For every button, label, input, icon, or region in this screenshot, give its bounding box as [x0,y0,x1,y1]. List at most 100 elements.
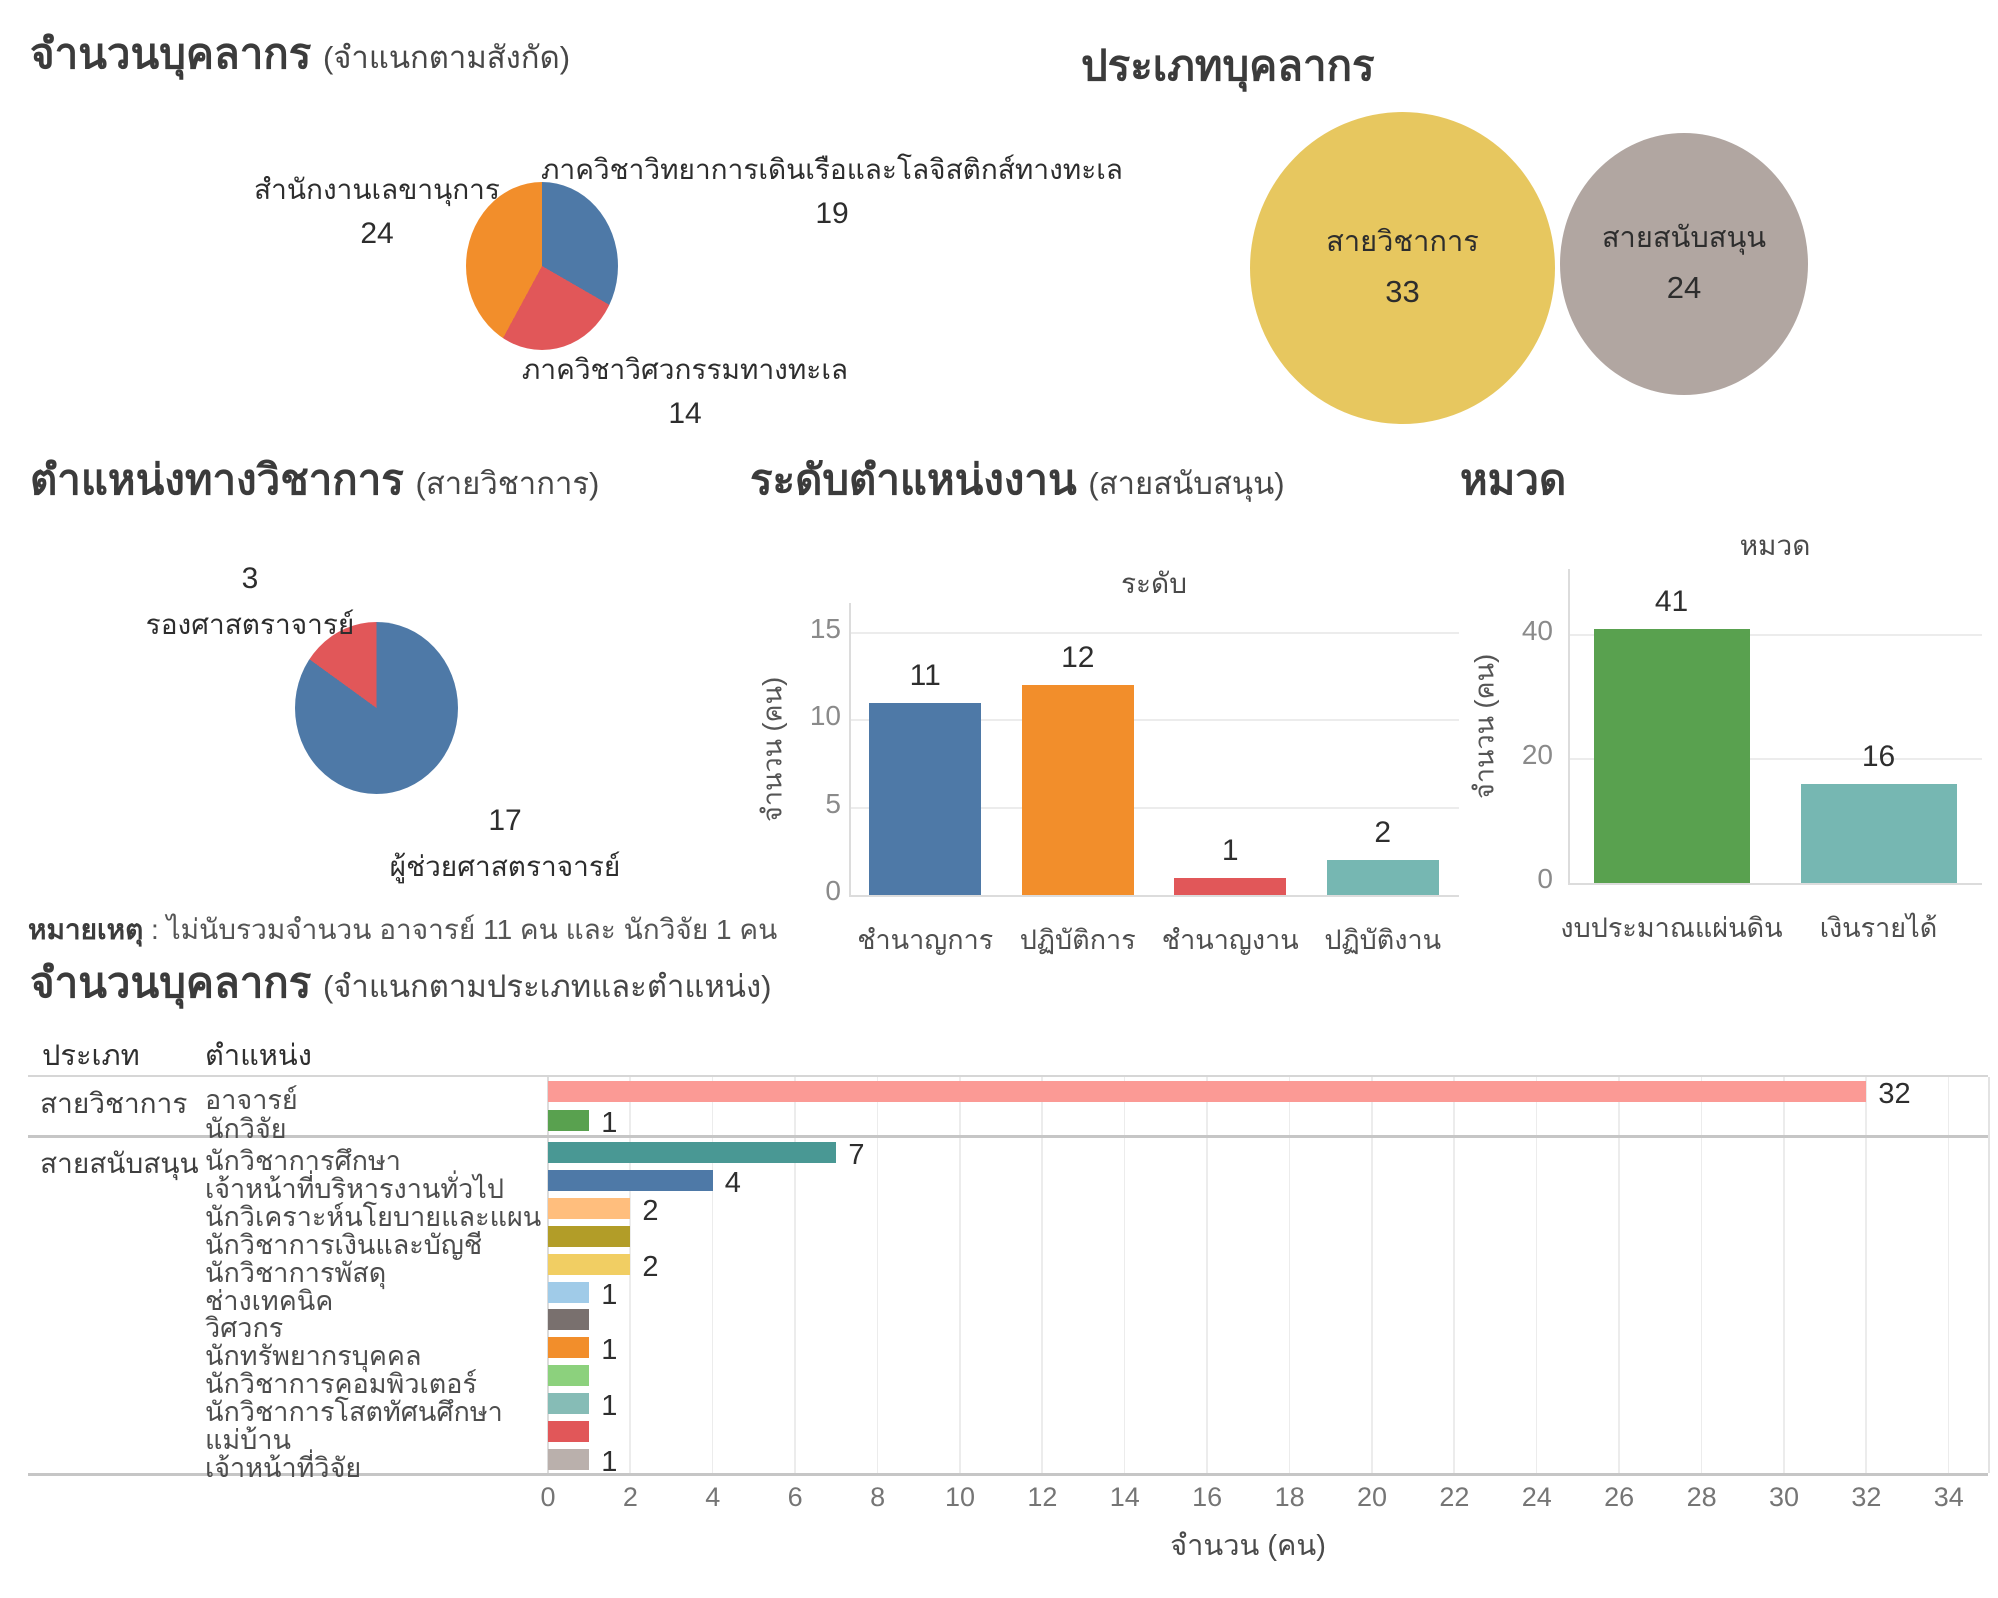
gridline [1288,1077,1291,1473]
plot-border [1988,1077,1990,1473]
gridline [1123,1077,1126,1473]
title-sub: (สายสนับสนุน) [1088,466,1285,501]
y-tick-label: 40 [1521,614,1553,646]
position-label: ช่างเทคนิค [205,1285,334,1316]
gridline [876,1077,879,1473]
gridline [1700,1077,1703,1473]
title-main: ประเภทบุคลากร [1081,42,1375,89]
bar-ชำนาญงาน[interactable] [1174,877,1287,895]
x-tick-label: 26 [1604,1482,1635,1512]
bar-งบประมาณแผ่นดิน[interactable] [1593,628,1750,883]
title-main: จำนวนบุคลากร [30,30,312,77]
gridline [794,1077,796,1473]
y-tick-label: 0 [1537,863,1553,894]
job-level-chart-title: ระดับตำแหน่งงาน (สายสนับสนุน) [750,452,1285,509]
budget-chart-title: หมวด [1460,452,1566,509]
gridline [1618,1077,1620,1473]
bar-value-label: 2 [642,1250,659,1283]
affiliation-chart-title: จำนวนบุคลากร (จำแนกตามสังกัด) [30,26,570,83]
bar-แม่บ้าน[interactable] [548,1421,590,1442]
x-category-label: ปฏิบัติการ [1019,925,1136,955]
x-category-label: งบประมาณแผ่นดิน [1560,913,1783,943]
x-tick-label: 18 [1274,1482,1305,1512]
x-tick-label: 20 [1356,1482,1388,1512]
bar-นักวิชาการคอมพิวเตอร์[interactable] [548,1365,590,1387]
position-label: เจ้าหน้าที่บริหารงานทั่วไป [205,1173,505,1204]
bar-value-label: 12 [1061,641,1095,675]
y-tick-label: 10 [809,700,841,732]
bar-เจ้าหน้าที่บริหารงานทั่วไป[interactable] [548,1169,713,1191]
bubble-label: สายสนับสนุน [1601,222,1767,255]
axis-line [1568,569,1570,883]
bar-value-label: 1 [601,1107,618,1139]
x-category-label: เงินรายได้ [1819,913,1938,943]
table-line [28,1135,1988,1138]
pie-label-marine-eng-dept: ภาควิชาวิศวกรรมทางทะเล 14 [435,348,935,438]
footnote-text: : ไม่นับรวมจำนวน อาจารย์ 11 คน และ นักวิ… [143,914,778,945]
x-tick-label: 12 [1027,1482,1058,1512]
academic-position-pie[interactable] [295,622,458,794]
bar-value-label: 1 [1221,833,1239,867]
slice-value: 17 [488,804,522,837]
pie-label-assoc-prof: 3 รองศาสตราจารย์ [100,556,400,646]
bar-ปฏิบัติการ[interactable] [1021,685,1134,895]
bubble-academic[interactable]: สายวิชาการ 33 [1250,112,1555,424]
row-group-label-academic: สายวิชาการ [40,1088,188,1119]
bar-นักวิชาการโสตทัศนศึกษา[interactable] [548,1393,590,1415]
gridline [959,1077,961,1473]
bar-value-label: 32 [1878,1078,1911,1110]
bar-อาจารย์[interactable] [548,1081,1867,1102]
position-label: เจ้าหน้าที่วิจัย [205,1452,362,1483]
x-category-label: ชำนาญการ [857,925,994,955]
bar-นักวิชาการศึกษา[interactable] [548,1142,837,1163]
bar-นักวิเคราะห์นโยบายและแผน[interactable] [548,1197,631,1219]
slice-label: ภาควิชาวิศวกรรมทางทะเล [521,354,849,385]
bar-เงินรายได้[interactable] [1800,783,1957,883]
gridline [1041,1077,1043,1473]
y-tick-label: 0 [825,875,841,906]
bar-นักวิชาการเงินและบัญชี[interactable] [548,1225,631,1247]
bar-นักทรัพยากรบุคคล[interactable] [548,1337,590,1359]
pie-label-asst-prof: 17 ผู้ช่วยศาสตราจารย์ [355,798,655,888]
gridline [1865,1077,1867,1473]
bar-value-label: 1 [601,1278,618,1311]
axis-line [849,895,1459,897]
gridline [1535,1077,1538,1473]
slice-value: 3 [241,562,259,595]
personnel-type-chart-title: ประเภทบุคลากร [1081,38,1375,95]
slice-value: 19 [815,197,849,231]
bubble-support[interactable]: สายสนับสนุน 24 [1560,133,1808,395]
x-tick-label: 10 [944,1482,976,1512]
y-axis-title: จำนวน (คน) [757,676,788,822]
bar-เจ้าหน้าที่วิจัย[interactable] [548,1448,590,1470]
slice-label: ภาควิชาวิทยาการเดินเรือและโลจิสติกส์ทางท… [541,154,1123,185]
gridline [629,1077,631,1473]
bar-value-label: 1 [601,1445,618,1478]
affiliation-pie[interactable] [466,182,618,350]
position-label: นักวิจัย [205,1114,287,1144]
bar-ช่างเทคนิค[interactable] [548,1281,590,1303]
x-tick-label: 16 [1192,1482,1223,1512]
gridline [1568,633,1982,636]
position-label: นักวิเคราะห์นโยบายและแผน [205,1201,542,1232]
bar-value-label: 11 [909,658,941,692]
x-tick-label: 4 [705,1482,721,1512]
pie-label-navigation-dept: ภาควิชาวิทยาการเดินเรือและโลจิสติกส์ทางท… [532,148,1132,238]
bubble-value: 24 [1666,269,1702,305]
bar-วิศวกร[interactable] [548,1309,590,1331]
bar-ชำนาญการ[interactable] [869,702,982,895]
slice-value: 24 [360,217,394,251]
bar-นักวิชาการพัสดุ[interactable] [548,1253,631,1275]
position-label: นักวิชาการคอมพิวเตอร์ [205,1369,477,1400]
type-position-chart-title: จำนวนบุคลากร (จำแนกตามประเภทและตำแหน่ง) [30,955,771,1012]
bar-นักวิจัย[interactable] [548,1110,590,1131]
bubble-label: สายวิชาการ [1326,226,1479,259]
position-label: นักวิชาการพัสดุ [205,1257,387,1288]
x-tick-label: 14 [1109,1482,1140,1512]
y-axis-title: จำนวน (คน) [1469,653,1500,799]
pie-label-secretariat: สำนักงานเลขานุการ 24 [227,168,527,258]
bar-ปฏิบัติงาน[interactable] [1326,860,1439,895]
title-sub: (จำแนกตามสังกัด) [322,40,571,75]
x-tick-label: 8 [870,1482,886,1512]
